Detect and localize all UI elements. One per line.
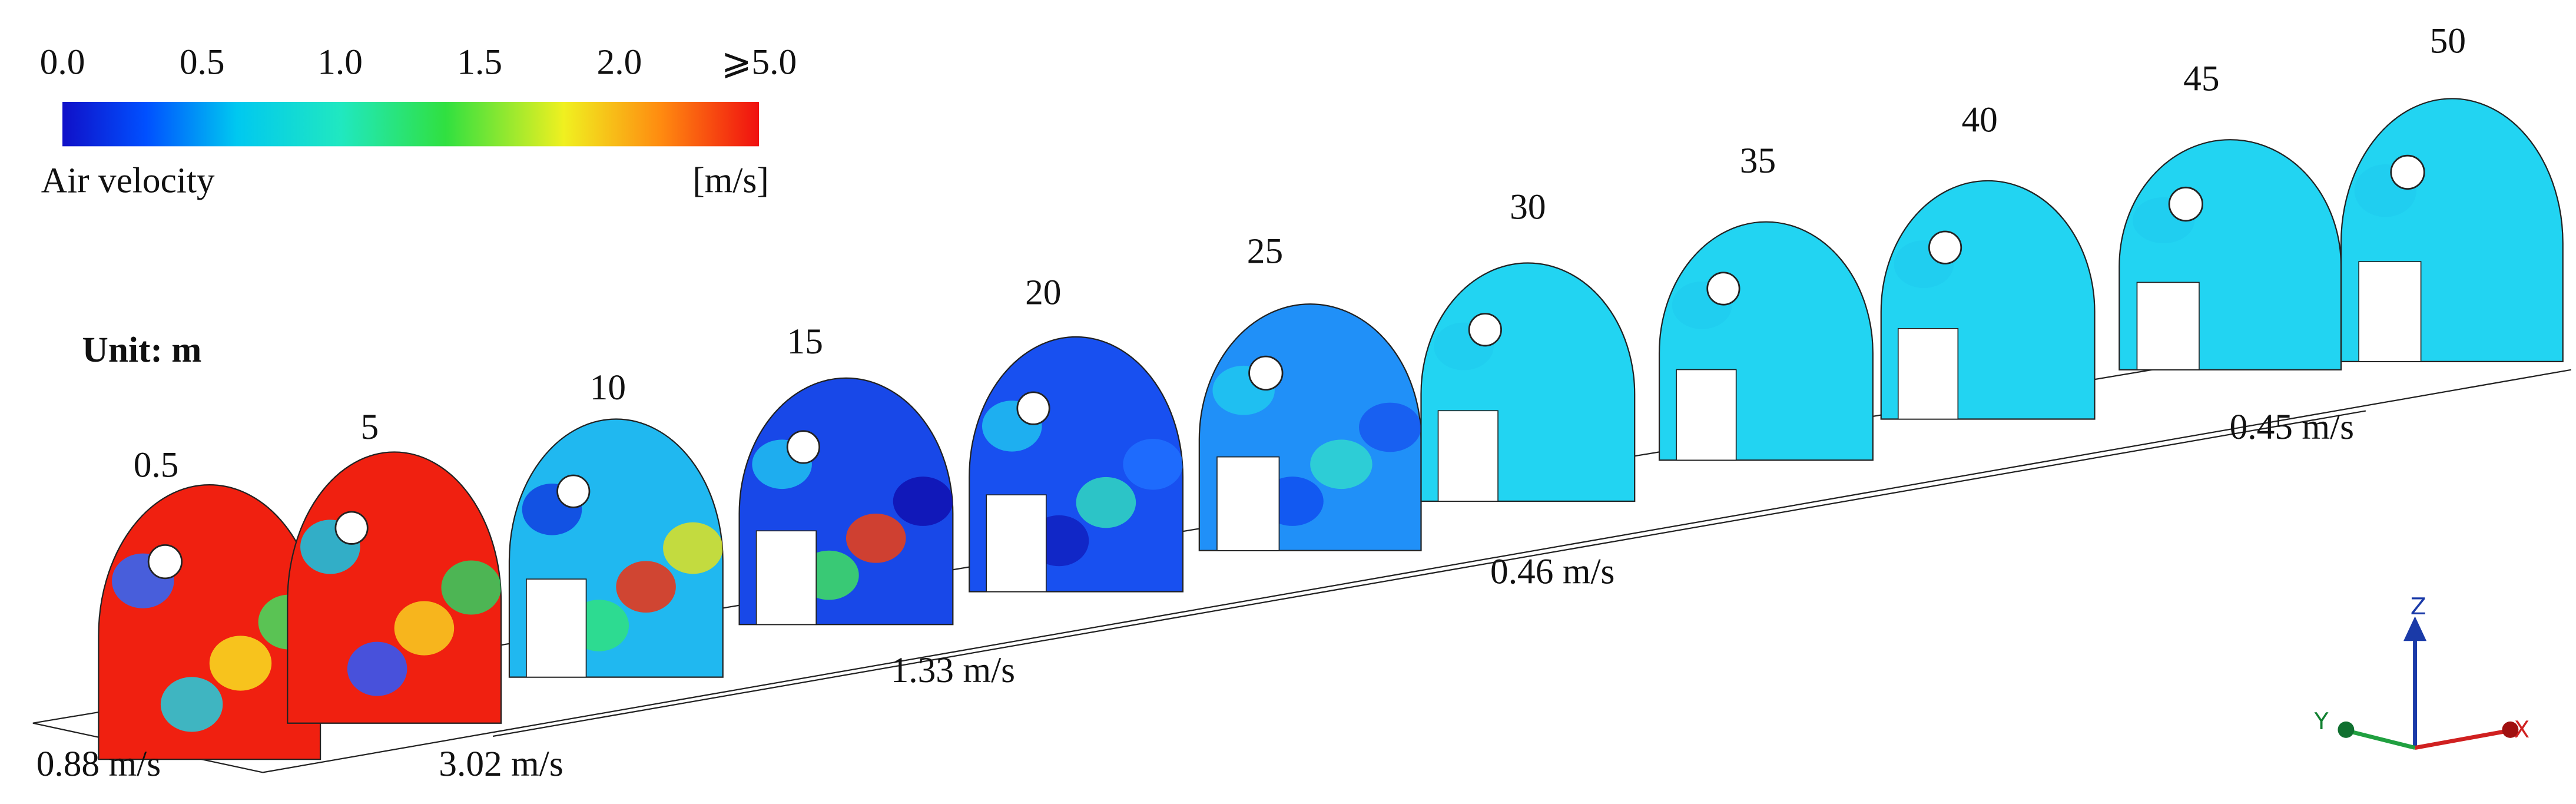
tunnel-section	[508, 418, 724, 678]
axis-z: Z	[2411, 594, 2426, 620]
duct-hole	[1248, 355, 1284, 391]
velocity-label: 3.02 m/s	[439, 744, 563, 784]
duct-hole	[786, 430, 820, 464]
velocity-label: 1.33 m/s	[891, 650, 1015, 690]
tunnel-floor	[32, 336, 2571, 773]
colorbar-tick-label: ⩾5.0	[721, 42, 797, 82]
floor-notch	[1216, 456, 1280, 551]
floor-notch	[1897, 327, 1959, 420]
axis-triad: Z Y X	[2314, 594, 2530, 750]
velocity-patch	[209, 636, 272, 691]
floor-notch	[2136, 282, 2200, 370]
section-label: 35	[1740, 141, 1776, 181]
tunnel-section	[1420, 262, 1636, 502]
colorbar-tick-label: 0.0	[40, 42, 85, 82]
section-label: 25	[1247, 231, 1283, 272]
section-label: 20	[1025, 272, 1061, 312]
section-label: 5	[360, 407, 379, 447]
section-label: 0.5	[134, 445, 179, 485]
velocity-patch	[441, 560, 502, 615]
section-label: 10	[590, 368, 626, 408]
duct-hole	[2168, 186, 2203, 222]
axis-x: X	[2514, 717, 2530, 743]
velocity-patch	[394, 601, 455, 656]
velocity-patch	[1310, 439, 1372, 489]
unit-note: Unit: m	[82, 330, 202, 370]
section-label: 30	[1510, 187, 1546, 227]
velocity-field	[982, 401, 1183, 567]
tunnel-section	[1658, 221, 1874, 461]
velocity-patch	[663, 522, 723, 574]
legend-unit: [m/s]	[692, 161, 769, 201]
duct-hole	[147, 544, 183, 580]
floor-notch	[526, 578, 587, 678]
duct-hole	[2390, 154, 2425, 190]
colorbar	[62, 102, 760, 147]
tunnel-section	[2340, 98, 2564, 362]
velocity-patch	[1359, 402, 1421, 452]
velocity-patch	[1123, 438, 1183, 490]
section-label: 45	[2183, 59, 2219, 99]
section-label: 40	[1961, 100, 1997, 140]
duct-hole	[1468, 313, 1502, 347]
velocity-label: 0.88 m/s	[37, 744, 161, 784]
tunnel-section	[2119, 139, 2342, 370]
floor-notch	[1437, 410, 1498, 502]
velocity-patch	[160, 677, 223, 732]
floor-notch	[1676, 369, 1737, 461]
floor-notch	[2358, 261, 2422, 362]
tunnel-section	[1198, 303, 1422, 551]
section-label: 15	[787, 322, 823, 362]
velocity-patch	[1076, 477, 1136, 528]
velocity-patch	[893, 477, 953, 526]
velocity-patch	[347, 641, 407, 696]
tunnel-section	[969, 336, 1184, 593]
duct-hole	[1706, 272, 1740, 306]
section-label: 50	[2430, 21, 2466, 61]
duct-hole	[334, 511, 369, 545]
axis-y: Y	[2314, 709, 2329, 735]
floor-notch	[755, 530, 817, 626]
velocity-field	[300, 520, 502, 696]
floor-notch	[986, 494, 1047, 593]
legend-title: Air velocity	[41, 161, 215, 201]
duct-hole	[1928, 230, 1962, 264]
colorbar-tick-label: 2.0	[597, 42, 642, 82]
tunnel-section	[287, 451, 502, 724]
colorbar-tick-label: 1.5	[457, 42, 502, 82]
velocity-label: 0.46 m/s	[1490, 552, 1614, 592]
duct-hole	[1016, 391, 1050, 425]
duct-hole	[556, 474, 591, 508]
velocity-patch	[616, 561, 676, 613]
colorbar-tick-label: 1.0	[317, 42, 363, 82]
tunnel-section	[738, 377, 954, 626]
velocity-patch	[846, 513, 906, 563]
colorbar-tick-label: 0.5	[180, 42, 225, 82]
velocity-label: 0.45 m/s	[2230, 407, 2354, 447]
tunnel-section	[1880, 180, 2096, 420]
